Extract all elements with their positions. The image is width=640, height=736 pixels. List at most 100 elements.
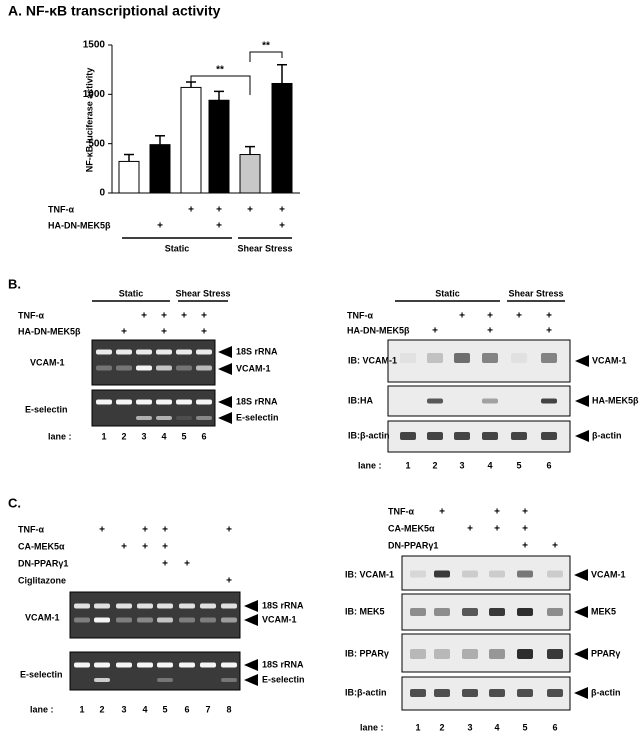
condition-label: CA-MEK5α bbox=[388, 523, 435, 533]
condition-mark: + bbox=[487, 311, 493, 322]
band bbox=[136, 416, 152, 420]
band bbox=[179, 662, 195, 668]
band bbox=[462, 649, 478, 659]
condition-mark: + bbox=[467, 524, 473, 535]
band bbox=[434, 570, 450, 578]
blot bbox=[387, 339, 571, 383]
band bbox=[517, 649, 533, 659]
band bbox=[221, 662, 237, 668]
band bbox=[410, 649, 426, 659]
condition-mark: + bbox=[188, 205, 194, 216]
arrow bbox=[575, 395, 589, 407]
band-label: E-selectin bbox=[262, 674, 305, 684]
condition-label: TNF-α bbox=[18, 310, 44, 320]
band bbox=[489, 649, 505, 659]
band bbox=[116, 399, 132, 405]
band bbox=[541, 353, 557, 363]
blot-label: IB: VCAM-1 bbox=[345, 569, 394, 579]
lane-number: 5 bbox=[522, 722, 527, 732]
condition-mark: + bbox=[516, 311, 522, 322]
condition-mark: + bbox=[121, 327, 127, 338]
lane-label: lane : bbox=[48, 431, 72, 441]
lane-label: lane : bbox=[30, 704, 54, 714]
band bbox=[156, 365, 172, 371]
band bbox=[196, 349, 212, 355]
blot-label: IB:HA bbox=[348, 395, 373, 405]
condition-label: TNF-α bbox=[18, 524, 44, 534]
condition-label: TNF-α bbox=[388, 506, 414, 516]
blot-label: IB: PPARγ bbox=[345, 648, 389, 658]
group-label: Static bbox=[165, 243, 190, 253]
band bbox=[157, 617, 173, 623]
band bbox=[179, 603, 195, 609]
condition-mark: + bbox=[201, 311, 207, 322]
band bbox=[547, 570, 563, 578]
band bbox=[74, 662, 90, 668]
band bbox=[136, 349, 152, 355]
band-label: VCAM-1 bbox=[236, 363, 271, 373]
lane-label: lane : bbox=[358, 460, 382, 470]
band-label: 18S rRNA bbox=[236, 396, 278, 406]
panel-a-title: A. NF-κB transcriptional activity bbox=[8, 3, 221, 19]
band bbox=[489, 608, 505, 616]
condition-mark: + bbox=[279, 221, 285, 232]
band bbox=[96, 349, 112, 355]
band bbox=[156, 416, 172, 420]
band-label: VCAM-1 bbox=[591, 569, 626, 579]
arrow bbox=[244, 614, 258, 626]
band bbox=[462, 608, 478, 616]
significance-label: ** bbox=[262, 41, 270, 52]
y-tick-label: 500 bbox=[88, 138, 105, 149]
bar bbox=[239, 154, 261, 194]
band-label: VCAM-1 bbox=[262, 614, 297, 624]
group-label: Static bbox=[119, 288, 144, 298]
bar bbox=[180, 86, 202, 194]
lane-number: 6 bbox=[552, 722, 557, 732]
bar bbox=[271, 82, 293, 194]
arrow bbox=[244, 600, 258, 612]
band bbox=[434, 689, 450, 697]
band bbox=[200, 662, 216, 668]
blot-label: IB:β-actin bbox=[345, 687, 387, 697]
band bbox=[157, 603, 173, 609]
blot-label: IB:β-actin bbox=[348, 430, 390, 440]
band bbox=[176, 365, 192, 371]
group-label: Shear Stress bbox=[508, 288, 563, 298]
condition-mark: + bbox=[216, 221, 222, 232]
group-label: Static bbox=[435, 288, 460, 298]
condition-mark: + bbox=[432, 326, 438, 337]
lane-number: 1 bbox=[101, 431, 106, 441]
band bbox=[196, 365, 212, 371]
gel bbox=[69, 591, 241, 639]
band bbox=[511, 432, 527, 440]
arrow bbox=[574, 606, 588, 618]
band bbox=[427, 432, 443, 440]
condition-mark: + bbox=[459, 311, 465, 322]
band bbox=[116, 349, 132, 355]
condition-mark: + bbox=[99, 525, 105, 536]
band bbox=[400, 353, 416, 363]
arrow bbox=[574, 648, 588, 660]
condition-mark: + bbox=[546, 311, 552, 322]
lane-number: 2 bbox=[99, 704, 104, 714]
condition-mark: + bbox=[494, 524, 500, 535]
blot bbox=[401, 633, 571, 673]
band bbox=[116, 662, 132, 668]
gel-label: E-selectin bbox=[25, 404, 68, 414]
condition-mark: + bbox=[142, 525, 148, 536]
condition-mark: + bbox=[181, 311, 187, 322]
band bbox=[94, 603, 110, 609]
band bbox=[176, 416, 192, 420]
band bbox=[410, 608, 426, 616]
lane-number: 3 bbox=[467, 722, 472, 732]
band bbox=[400, 432, 416, 440]
band bbox=[221, 603, 237, 609]
band bbox=[489, 570, 505, 578]
band bbox=[176, 349, 192, 355]
condition-mark: + bbox=[162, 559, 168, 570]
condition-label: CA-MEK5α bbox=[18, 541, 65, 551]
group-label: Shear Stress bbox=[175, 288, 230, 298]
band bbox=[136, 365, 152, 371]
band bbox=[547, 689, 563, 697]
lane-number: 7 bbox=[205, 704, 210, 714]
